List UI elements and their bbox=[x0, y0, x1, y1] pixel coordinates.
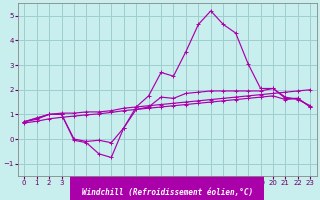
X-axis label: Windchill (Refroidissement éolien,°C): Windchill (Refroidissement éolien,°C) bbox=[82, 188, 253, 197]
